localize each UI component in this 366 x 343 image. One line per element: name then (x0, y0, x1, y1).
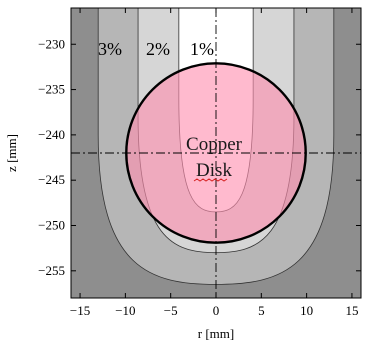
y-axis-label: z [mm] (4, 134, 19, 172)
contour-label-1pct: 1% (190, 39, 214, 59)
contour-label-2pct: 2% (146, 39, 170, 59)
x-tick-label: −5 (164, 303, 178, 318)
y-tick-label: −255 (38, 263, 65, 278)
x-tick-label: −15 (70, 303, 90, 318)
x-ticks: −15 −10 −5 0 5 10 15 (70, 8, 358, 318)
x-tick-label: −10 (115, 303, 135, 318)
x-axis-label: r [mm] (198, 326, 234, 341)
x-tick-label: 0 (213, 303, 220, 318)
disk-label-line2: Disk (196, 160, 232, 181)
y-tick-label: −235 (38, 82, 65, 97)
spellcheck-squiggle (193, 178, 228, 182)
x-tick-label: 5 (258, 303, 265, 318)
y-tick-label: −240 (38, 127, 65, 142)
plot-area (71, 8, 361, 298)
y-ticks: −230 −235 −240 −245 −250 −255 (38, 36, 361, 278)
contour-label-3pct: 3% (98, 39, 122, 59)
disk-label-line1: Copper (186, 134, 243, 155)
y-tick-label: −230 (38, 36, 65, 51)
x-tick-label: 15 (345, 303, 358, 318)
y-tick-label: −245 (38, 172, 65, 187)
y-tick-label: −250 (38, 218, 65, 233)
x-tick-label: 10 (300, 303, 313, 318)
